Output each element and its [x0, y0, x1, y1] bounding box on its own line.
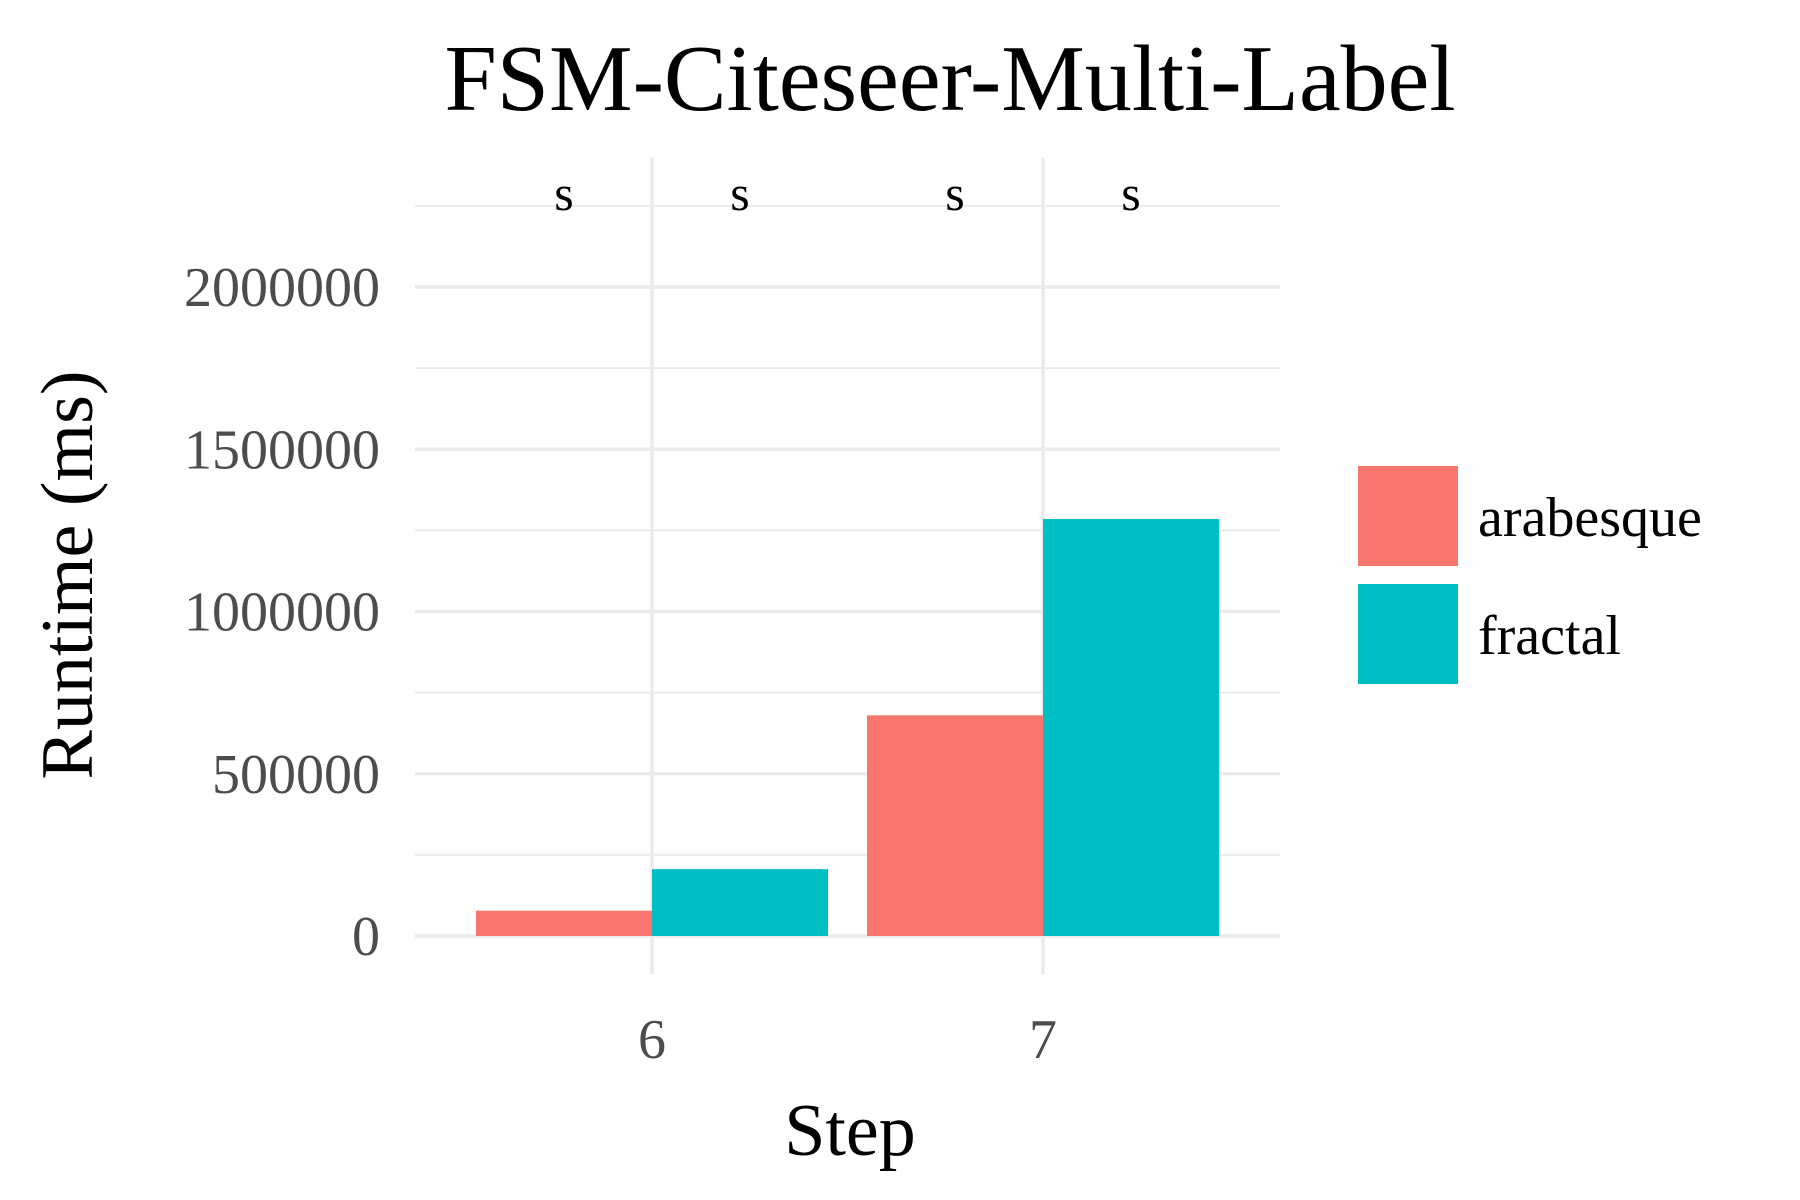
- chart-title: FSM-Citeseer-Multi-Label: [444, 27, 1455, 131]
- x-axis-title: Step: [784, 1090, 916, 1172]
- bar-annotation: s: [554, 165, 573, 221]
- legend-swatch-arabesque: [1358, 466, 1458, 566]
- bar-fractal-step-7: [1043, 519, 1219, 936]
- bar-fractal-step-6: [652, 869, 828, 936]
- legend: arabesque fractal: [1358, 466, 1702, 684]
- x-tick-label: 7: [1029, 1009, 1057, 1071]
- y-tick-label: 1000000: [184, 582, 380, 644]
- bars: [476, 519, 1219, 936]
- y-tick-label: 1500000: [184, 419, 380, 481]
- legend-swatch-fractal: [1358, 584, 1458, 684]
- bar-annotation: s: [730, 165, 749, 221]
- bar-arabesque-step-6: [476, 910, 652, 936]
- bar-arabesque-step-7: [867, 715, 1043, 936]
- bar-annotation: s: [945, 165, 964, 221]
- bar-annotation: s: [1121, 165, 1140, 221]
- y-tick-label: 2000000: [184, 257, 380, 319]
- x-tick-label: 6: [638, 1009, 666, 1071]
- legend-label-arabesque: arabesque: [1478, 487, 1702, 549]
- y-tick-label: 500000: [212, 744, 380, 806]
- legend-label-fractal: fractal: [1478, 605, 1621, 667]
- y-axis-title: Runtime (ms): [27, 370, 109, 779]
- y-tick-label: 0: [352, 906, 380, 968]
- y-axis: 0 500000 1000000 1500000 2000000: [184, 257, 380, 968]
